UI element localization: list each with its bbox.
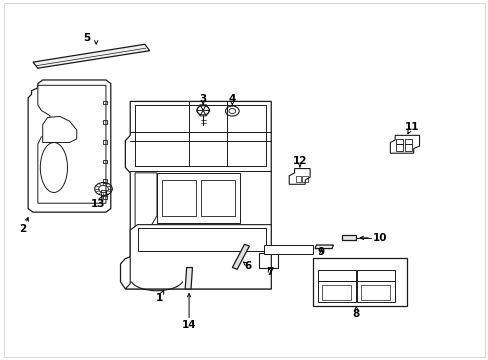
Polygon shape: [288, 168, 309, 184]
Bar: [102, 120, 107, 124]
Text: 1: 1: [156, 293, 163, 303]
Bar: [102, 140, 107, 144]
Text: 13: 13: [90, 199, 105, 209]
Polygon shape: [120, 102, 271, 289]
Bar: [361, 285, 389, 300]
Bar: [395, 139, 403, 144]
Polygon shape: [185, 267, 192, 289]
Bar: [395, 144, 403, 152]
Polygon shape: [389, 135, 419, 153]
Text: 12: 12: [292, 157, 306, 166]
Bar: [259, 252, 277, 267]
Text: 2: 2: [19, 224, 26, 234]
Bar: [312, 257, 407, 306]
Bar: [102, 159, 107, 163]
Polygon shape: [40, 143, 67, 193]
Bar: [102, 101, 107, 104]
Bar: [357, 270, 394, 281]
Text: 3: 3: [199, 94, 206, 104]
Polygon shape: [232, 244, 249, 269]
Bar: [101, 190, 106, 196]
Polygon shape: [341, 235, 356, 240]
Bar: [157, 173, 239, 223]
Text: 11: 11: [404, 122, 418, 132]
Bar: [102, 195, 107, 199]
Text: 9: 9: [317, 247, 324, 257]
Bar: [404, 139, 411, 144]
Polygon shape: [28, 80, 111, 212]
Polygon shape: [38, 85, 106, 203]
Polygon shape: [314, 245, 333, 249]
Bar: [318, 282, 356, 302]
Bar: [357, 282, 394, 302]
Polygon shape: [42, 116, 77, 143]
Text: 5: 5: [82, 33, 90, 43]
Bar: [302, 176, 307, 182]
Bar: [162, 180, 196, 216]
Bar: [404, 144, 411, 152]
Bar: [102, 179, 107, 183]
Polygon shape: [33, 44, 149, 68]
Bar: [264, 246, 312, 254]
Text: 6: 6: [244, 261, 251, 271]
Bar: [295, 176, 301, 182]
Bar: [135, 105, 266, 166]
Text: 4: 4: [228, 94, 236, 104]
Text: 14: 14: [182, 320, 196, 330]
Bar: [322, 285, 351, 300]
Text: 10: 10: [372, 233, 386, 243]
Polygon shape: [125, 225, 271, 289]
Text: 7: 7: [265, 267, 273, 277]
Text: 8: 8: [352, 309, 359, 319]
Bar: [137, 228, 266, 251]
Bar: [318, 270, 356, 281]
Bar: [201, 180, 234, 216]
